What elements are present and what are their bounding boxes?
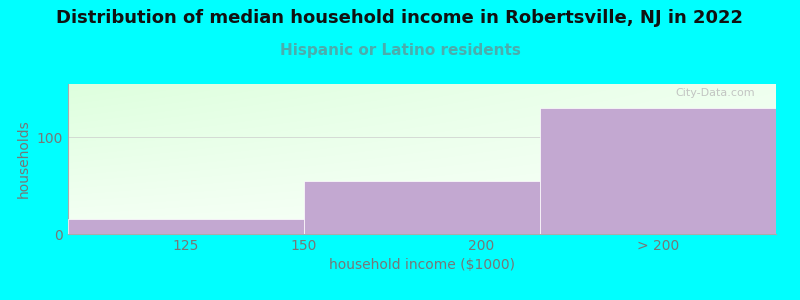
X-axis label: household income ($1000): household income ($1000) — [329, 258, 515, 272]
Text: Hispanic or Latino residents: Hispanic or Latino residents — [279, 44, 521, 59]
Bar — [304, 181, 540, 234]
Y-axis label: households: households — [18, 120, 31, 198]
Text: City-Data.com: City-Data.com — [675, 88, 754, 98]
Bar — [68, 220, 304, 234]
Text: Distribution of median household income in Robertsville, NJ in 2022: Distribution of median household income … — [57, 9, 743, 27]
Bar — [540, 108, 776, 234]
